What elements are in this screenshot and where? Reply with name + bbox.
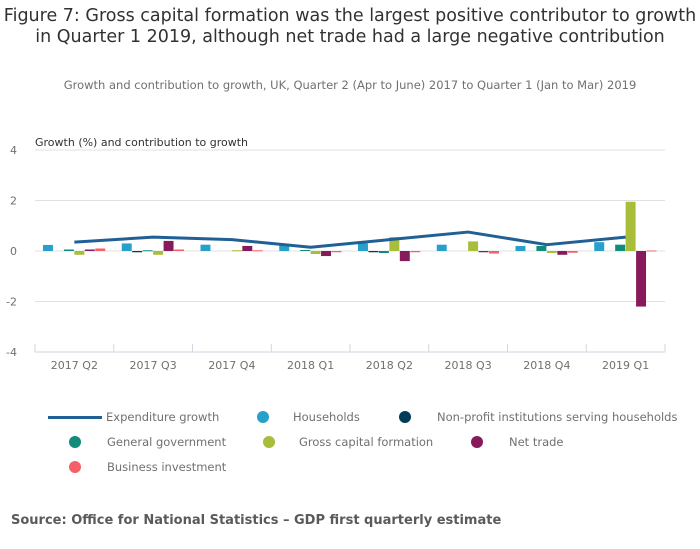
- line-expenditure-growth: [74, 230, 626, 249]
- bar-net-trade-5: [478, 251, 489, 253]
- chart-subtitle: Growth and contribution to growth, UK, Q…: [63, 78, 637, 92]
- x-tick-label: 2019 Q1: [602, 359, 649, 372]
- legend-dot-swatch: [257, 411, 269, 423]
- gridlines: [35, 149, 665, 302]
- bar-households-0: [43, 244, 53, 251]
- legend-label: Net trade: [509, 435, 564, 449]
- bar-gross-capital-formation-1: [153, 251, 164, 255]
- bar-business-investment-7: [646, 250, 657, 252]
- bars: [43, 201, 657, 307]
- x-tick-label: 2017 Q2: [51, 359, 98, 372]
- bar-business-investment-1: [174, 249, 184, 251]
- legend-label: Households: [293, 410, 360, 424]
- legend-item-households: Households: [257, 410, 360, 424]
- legend-dot-swatch: [69, 461, 81, 473]
- chart-title: Figure 7: Gross capital formation was th…: [3, 6, 697, 47]
- bar-net-trade-1: [163, 240, 174, 251]
- x-axis: 2017 Q2 2017 Q3 2017 Q4 2018 Q1 2018 Q2 2018 …: [34, 344, 666, 372]
- legend-label: Gross capital formation: [299, 435, 434, 449]
- y-tick-label: 0: [10, 245, 17, 258]
- bar-business-investment-3: [331, 251, 342, 253]
- bar-net-trade-6: [557, 251, 568, 255]
- bar-households-2: [200, 244, 211, 251]
- bar-gross-capital-formation-5: [468, 241, 479, 251]
- legend-label: General government: [107, 435, 227, 449]
- legend-dot-swatch: [263, 436, 275, 448]
- bar-business-investment-5: [489, 251, 499, 254]
- bar-households-6: [515, 245, 526, 251]
- bar-gross-capital-formation-6: [546, 251, 557, 254]
- bar-business-investment-2: [252, 250, 263, 252]
- legend-label: Non-profit institutions serving househol…: [437, 410, 678, 424]
- legend-item-business-investment: Business investment: [69, 460, 226, 474]
- x-tick-label: 2018 Q2: [366, 359, 413, 372]
- legend-dot-swatch: [69, 436, 81, 448]
- y-axis-ticks: 4 2 0 -2 -4: [6, 144, 17, 359]
- bar-net-trade-4: [399, 251, 410, 262]
- legend-item-npish: Non-profit institutions serving househol…: [399, 410, 677, 424]
- legend-dot-swatch: [399, 411, 411, 423]
- bar-general-government-6: [536, 245, 547, 251]
- y-axis-label: Growth (%) and contribution to growth: [35, 136, 248, 149]
- legend-item-net-trade: Net trade: [471, 435, 564, 449]
- x-tick-label: 2018 Q4: [523, 359, 570, 372]
- source-note: Source: Office for National Statistics –…: [11, 513, 502, 528]
- bar-net-trade-7: [636, 251, 647, 307]
- bar-general-government-1: [142, 250, 153, 252]
- bar-net-trade-2: [242, 245, 253, 251]
- bar-business-investment-4: [410, 251, 421, 253]
- legend-item-expenditure-growth: Expenditure growth: [48, 410, 219, 424]
- bar-net-trade-3: [321, 251, 332, 257]
- bar-households-1: [121, 243, 132, 251]
- bar-households-4: [358, 243, 368, 251]
- x-tick-label: 2017 Q3: [130, 359, 177, 372]
- x-tick-label: 2018 Q1: [287, 359, 334, 372]
- bar-households-5: [436, 244, 447, 251]
- bar-net-trade-0: [84, 249, 95, 251]
- bar-non-profit-institutions-serving-households-1: [132, 251, 143, 253]
- y-tick-label: 2: [10, 195, 17, 208]
- bar-non-profit-institutions-serving-households-4: [368, 251, 379, 253]
- y-tick-label: 4: [10, 144, 17, 157]
- bar-gross-capital-formation-3: [310, 251, 321, 255]
- expenditure-growth-line: [74, 230, 626, 249]
- bar-business-investment-0: [95, 248, 106, 251]
- legend-label: Expenditure growth: [106, 410, 220, 424]
- x-tick-label: 2018 Q3: [445, 359, 492, 372]
- bar-general-government-3: [300, 249, 311, 251]
- x-tick-label: 2017 Q4: [208, 359, 255, 372]
- bar-gross-capital-formation-7: [625, 201, 636, 251]
- y-tick-label: -4: [6, 346, 17, 359]
- bar-general-government-4: [378, 251, 389, 254]
- legend-item-gross-capital-formation: Gross capital formation: [263, 435, 433, 449]
- legend-label: Business investment: [107, 460, 227, 474]
- bar-gross-capital-formation-2: [231, 250, 242, 252]
- legend-dot-swatch: [471, 436, 483, 448]
- chart-plot: Growth (%) and contribution to growth 4 2…: [6, 136, 666, 372]
- bar-business-investment-6: [567, 251, 578, 253]
- bar-gross-capital-formation-4: [389, 237, 400, 251]
- bar-gross-capital-formation-0: [74, 251, 85, 255]
- bar-general-government-7: [615, 244, 626, 251]
- bar-households-7: [594, 242, 605, 251]
- legend-line-swatch: [48, 415, 102, 419]
- bar-households-3: [279, 244, 290, 251]
- bar-general-government-0: [63, 249, 74, 251]
- legend-item-general-government: General government: [69, 435, 226, 449]
- y-tick-label: -2: [6, 296, 17, 309]
